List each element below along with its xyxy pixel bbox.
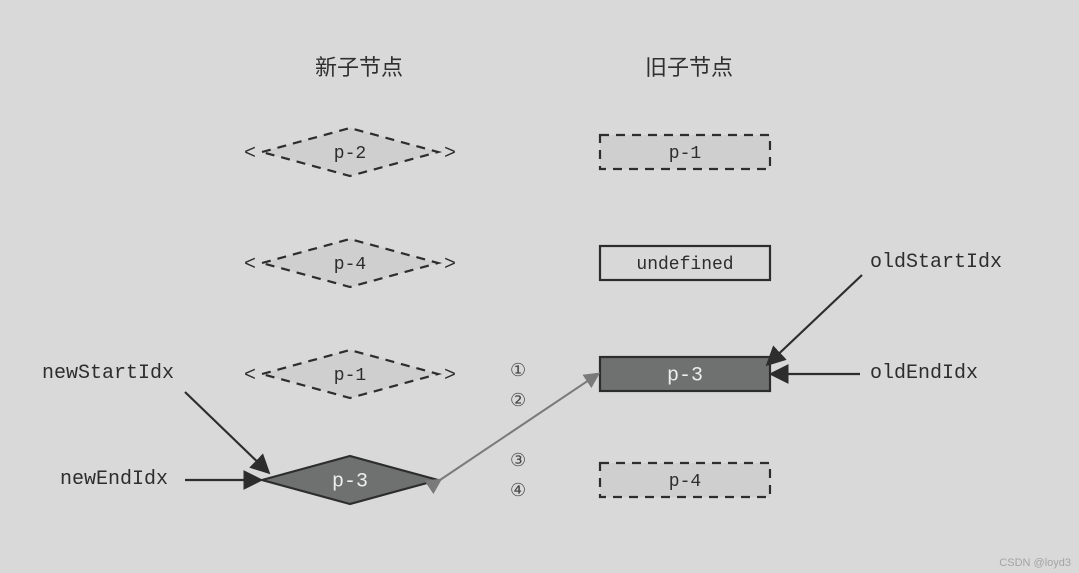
right-node-0-label: p-1 — [669, 144, 701, 164]
left-node-2-label: p-1 — [334, 366, 366, 386]
label-oldEndIdx: oldEndIdx — [870, 362, 978, 385]
left-node-0-lchev: < — [244, 142, 256, 165]
watermark: CSDN @loyd3 — [999, 557, 1071, 569]
arrow-newStartIdx — [185, 392, 268, 472]
left-node-1-lchev: < — [244, 253, 256, 276]
step-marker-1: ① — [510, 360, 526, 382]
left-node-2-lchev: < — [244, 364, 256, 387]
left-node-1-label: p-4 — [334, 255, 366, 275]
left-node-0-label: p-2 — [334, 144, 366, 164]
left-node-3-label: p-3 — [332, 470, 368, 493]
label-newEndIdx: newEndIdx — [60, 468, 168, 491]
label-newStartIdx: newStartIdx — [42, 362, 174, 385]
right-node-2-label: p-3 — [667, 364, 703, 387]
right-column-title: 旧子节点 — [645, 50, 733, 82]
step-marker-2: ② — [510, 390, 526, 412]
right-node-1-label: undefined — [636, 255, 733, 275]
left-node-2-rchev: > — [444, 364, 456, 387]
arrow-oldStartIdx — [768, 275, 862, 364]
left-node-0-rchev: > — [444, 142, 456, 165]
left-column-title: 新子节点 — [315, 50, 403, 82]
step-marker-4: ④ — [510, 480, 526, 502]
left-node-1-rchev: > — [444, 253, 456, 276]
label-oldStartIdx: oldStartIdx — [870, 251, 1002, 274]
step-marker-3: ③ — [510, 450, 526, 472]
right-node-3-label: p-4 — [669, 472, 701, 492]
